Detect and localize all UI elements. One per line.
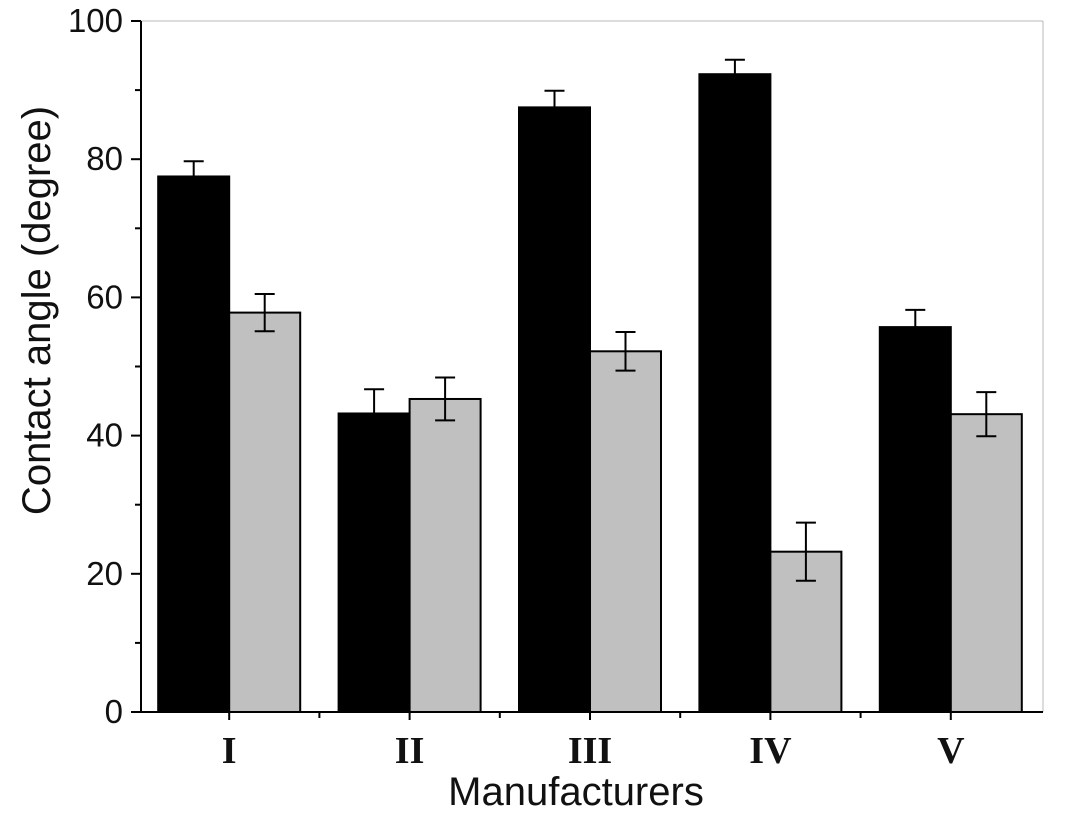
y-tick-label-80: 80 bbox=[86, 140, 123, 177]
x-tick-label-IV: IV bbox=[749, 730, 792, 772]
x-tick-label-II: II bbox=[395, 730, 425, 772]
x-tick-label-I: I bbox=[222, 730, 237, 772]
x-ticks: I II III IV V bbox=[222, 712, 965, 772]
y-tick-label-100: 100 bbox=[68, 2, 123, 39]
bar-series1-III bbox=[518, 106, 591, 713]
y-tick-label-40: 40 bbox=[86, 417, 123, 454]
bar-series1-I bbox=[157, 175, 231, 714]
bar-series1-II bbox=[337, 412, 411, 713]
bar-series2-I bbox=[228, 311, 302, 713]
bars-layer bbox=[157, 73, 1023, 714]
x-axis-title: Manufacturers bbox=[448, 770, 704, 814]
bar-series2-V bbox=[949, 413, 1023, 713]
y-tick-label-0: 0 bbox=[105, 693, 123, 730]
y-tick-label-60: 60 bbox=[86, 278, 123, 315]
bar-series1-IV bbox=[698, 73, 772, 714]
bar-series2-III bbox=[589, 350, 662, 713]
x-tick-label-V: V bbox=[937, 730, 965, 772]
bar-series2-II bbox=[408, 397, 482, 713]
bar-series1-V bbox=[878, 326, 952, 713]
error-bars-layer bbox=[183, 58, 997, 582]
y-tick-label-20: 20 bbox=[86, 555, 123, 592]
y-axis-title: Contact angle (degree) bbox=[15, 106, 59, 515]
y-ticks: 0 20 40 60 80 100 bbox=[68, 2, 141, 730]
x-tick-label-III: III bbox=[568, 730, 612, 772]
